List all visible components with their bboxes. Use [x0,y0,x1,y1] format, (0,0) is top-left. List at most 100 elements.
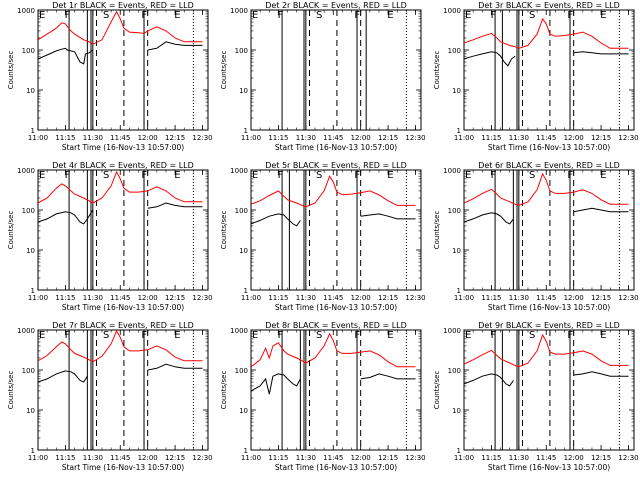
x-tick-label: 11:00 [241,454,261,462]
chart-svg: Det 8r BLACK = Events, RED = LLD 1 10 100 10… [220,321,426,472]
series-events-line [360,373,416,380]
region-label: E [600,330,606,341]
region-label: F [278,10,284,21]
x-tick-label: 12:00 [351,134,371,142]
series-events-line [38,370,88,383]
region-label: E [174,330,180,341]
region-label: F [354,170,360,181]
x-tick-label: 12:30 [618,134,638,142]
region-label: S [529,330,535,341]
region-label: F [567,330,573,341]
x-axis-label: Start Time (16-Nov-13 10:57:00) [275,463,397,472]
x-tick-label: 12:15 [378,454,398,462]
y-tick-label: 10 [239,87,248,95]
y-tick-label: 100 [22,207,35,215]
y-axis-label: Counts/sec [7,211,15,250]
x-tick-label: 12:15 [165,454,185,462]
x-tick-label: 12:30 [405,294,425,302]
series-events-line [251,373,301,395]
plot-frame [463,9,635,131]
y-tick-label: 10 [452,407,461,415]
chart-svg: Det 1r BLACK = Events, RED = LLD 1 10 100 10… [7,1,213,152]
x-tick-label: 11:30 [83,454,103,462]
region-label: F [65,170,71,181]
y-tick-label: 1 [457,287,461,295]
x-axis-label: Start Time (16-Nov-13 10:57:00) [275,303,397,312]
x-tick-label: 12:30 [192,294,212,302]
chart-title: Det 9r BLACK = Events, RED = LLD [478,321,620,330]
y-tick-label: 1 [244,447,248,455]
detector-panel-3: Det 3r BLACK = Events, RED = LLD 1 10 100 10… [426,0,639,160]
region-label: E [465,10,471,21]
region-label: E [252,170,258,181]
y-tick-label: 100 [235,367,248,375]
y-axis-label: Counts/sec [220,51,228,90]
region-label: F [141,330,147,341]
y-axis-label: Counts/sec [433,371,441,410]
y-tick-label: 1000 [230,7,248,15]
chart-svg: Det 3r BLACK = Events, RED = LLD 1 10 100 10… [433,1,639,152]
x-axis-label: Start Time (16-Nov-13 10:57:00) [275,143,397,152]
x-tick-label: 11:45 [536,454,556,462]
x-tick-label: 11:00 [28,294,48,302]
region-label: E [252,330,258,341]
chart-svg: Det 4r BLACK = Events, RED = LLD 1 10 100 10… [7,161,213,312]
x-tick-label: 11:00 [241,134,261,142]
x-tick-label: 12:00 [351,454,371,462]
detector-panel-5: Det 5r BLACK = Events, RED = LLD 1 10 100 10… [213,160,426,320]
y-tick-label: 1 [244,287,248,295]
region-label: S [529,10,535,21]
x-tick-label: 11:15 [268,294,288,302]
y-tick-label: 100 [235,47,248,55]
region-label: E [39,330,45,341]
x-tick-label: 12:15 [165,134,185,142]
series-events-line [147,202,203,209]
x-tick-label: 12:30 [618,294,638,302]
region-label: F [65,330,71,341]
series-events-line [38,47,94,65]
plot-frame [37,169,209,291]
region-label: F [141,10,147,21]
region-label: E [465,330,471,341]
x-axis-label: Start Time (16-Nov-13 10:57:00) [62,303,184,312]
series-lld-line [38,170,203,204]
detector-panel-2: Det 2r BLACK = Events, RED = LLD 1 10 100 10… [213,0,426,160]
x-tick-label: 11:15 [55,294,75,302]
x-tick-label: 12:15 [591,454,611,462]
x-tick-label: 11:15 [55,454,75,462]
region-label: S [103,170,109,181]
chart-svg: Det 9r BLACK = Events, RED = LLD 1 10 100 10… [433,321,639,472]
x-tick-label: 12:30 [405,454,425,462]
region-label: S [316,330,322,341]
y-tick-label: 1000 [17,7,35,15]
region-label: E [600,10,606,21]
plot-frame [250,9,422,131]
series-events-line [38,209,94,225]
plot-frame [463,329,635,451]
x-tick-label: 11:45 [323,134,343,142]
series-events-line [464,51,516,67]
chart-title: Det 3r BLACK = Events, RED = LLD [478,1,620,10]
y-tick-label: 1000 [443,327,461,335]
y-tick-label: 10 [26,87,35,95]
x-tick-label: 11:30 [83,294,103,302]
chart-svg: Det 5r BLACK = Events, RED = LLD 1 10 100 10… [220,161,426,312]
x-tick-label: 11:30 [83,134,103,142]
region-label: E [465,170,471,181]
x-tick-label: 11:45 [323,454,343,462]
y-tick-label: 1000 [230,327,248,335]
x-tick-label: 12:15 [591,134,611,142]
y-tick-label: 10 [452,87,461,95]
series-lld-line [464,17,629,49]
x-tick-label: 11:00 [454,454,474,462]
y-tick-label: 1 [457,127,461,135]
x-tick-label: 12:00 [138,134,158,142]
x-tick-label: 11:45 [323,294,343,302]
plot-frame [250,169,422,291]
region-label: F [491,330,497,341]
y-tick-label: 1 [31,127,35,135]
y-tick-label: 10 [239,247,248,255]
y-axis-label: Counts/sec [433,51,441,90]
region-label: F [354,330,360,341]
y-tick-label: 1000 [443,7,461,15]
